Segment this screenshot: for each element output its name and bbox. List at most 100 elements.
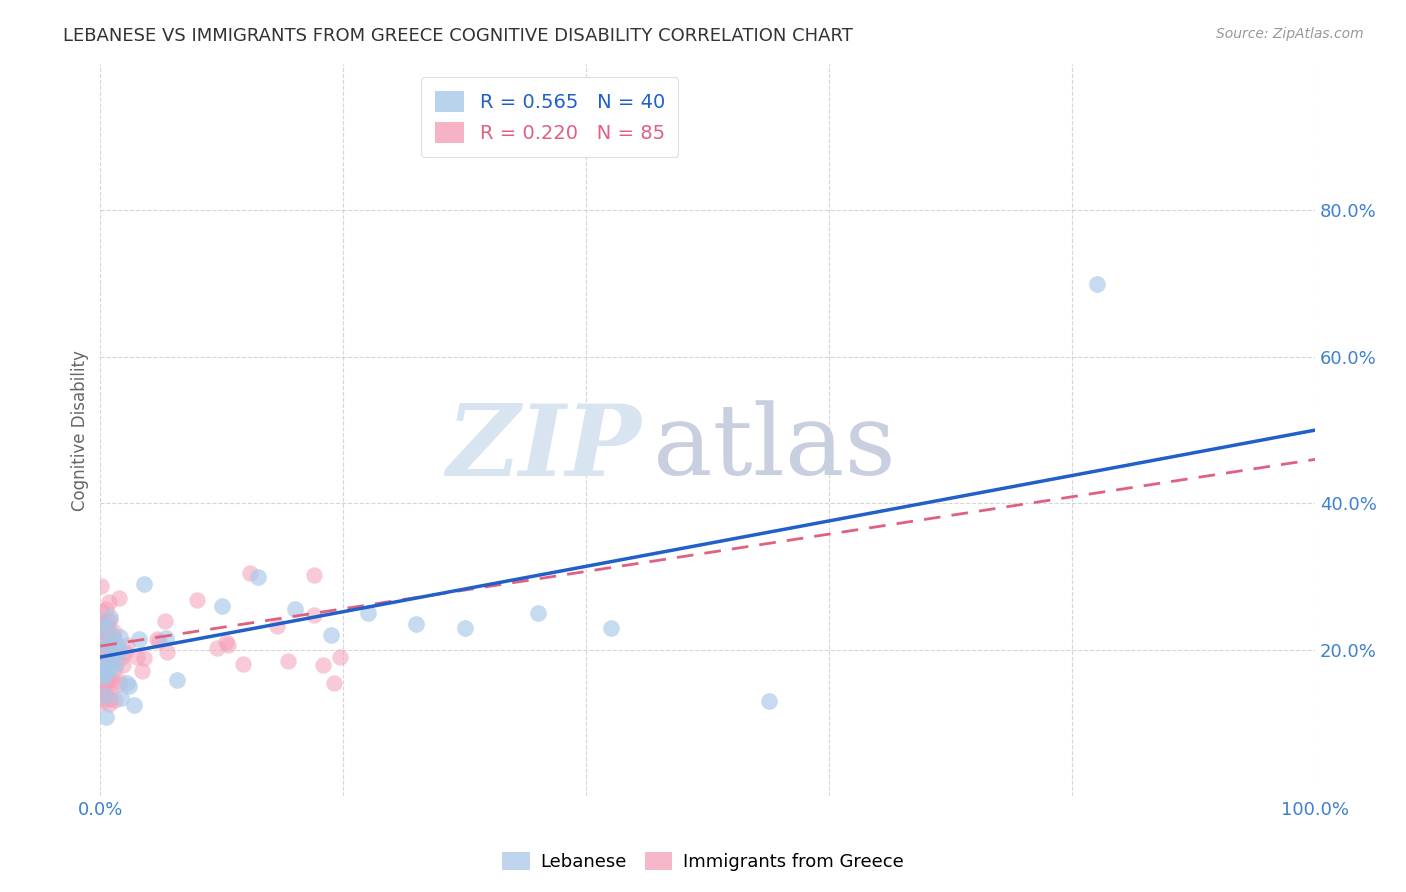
Point xyxy=(186,593,208,607)
Point xyxy=(128,632,150,647)
Point xyxy=(97,615,120,629)
Point xyxy=(166,673,188,687)
Point xyxy=(356,606,378,620)
Point xyxy=(405,617,427,632)
Point xyxy=(114,645,136,659)
Point xyxy=(148,634,170,648)
Point xyxy=(90,642,112,657)
Point xyxy=(134,577,156,591)
Text: atlas: atlas xyxy=(654,401,896,496)
Point xyxy=(329,649,352,664)
Point xyxy=(266,619,288,633)
Point xyxy=(93,665,115,679)
Point xyxy=(107,591,129,605)
Point xyxy=(239,566,262,581)
Point xyxy=(302,608,325,623)
Point xyxy=(97,697,120,711)
Point xyxy=(90,645,112,659)
Point xyxy=(247,569,270,583)
Point xyxy=(105,657,128,671)
Point xyxy=(90,604,112,618)
Point xyxy=(1085,277,1108,291)
Point xyxy=(104,693,127,707)
Point xyxy=(100,672,122,686)
Point xyxy=(91,664,114,678)
Point xyxy=(110,643,132,657)
Legend: R = 0.565   N = 40, R = 0.220   N = 85: R = 0.565 N = 40, R = 0.220 N = 85 xyxy=(422,78,679,157)
Point xyxy=(322,675,344,690)
Point xyxy=(94,680,117,694)
Point xyxy=(90,631,112,645)
Point xyxy=(97,637,120,651)
Point xyxy=(117,676,139,690)
Point xyxy=(312,657,335,672)
Point xyxy=(100,633,122,648)
Point xyxy=(90,643,112,657)
Point xyxy=(97,621,120,635)
Text: ZIP: ZIP xyxy=(446,401,641,497)
Point xyxy=(93,620,115,634)
Point xyxy=(97,630,120,644)
Point xyxy=(110,631,132,645)
Point xyxy=(131,664,153,678)
Point xyxy=(90,684,112,698)
Point xyxy=(132,650,155,665)
Point xyxy=(103,661,125,675)
Point xyxy=(115,638,138,652)
Point xyxy=(90,641,112,656)
Point xyxy=(599,621,621,635)
Point xyxy=(304,568,326,582)
Point xyxy=(526,606,548,620)
Point xyxy=(91,645,114,659)
Point xyxy=(153,614,176,628)
Point xyxy=(112,657,135,672)
Point xyxy=(91,644,114,658)
Point xyxy=(105,638,128,652)
Point xyxy=(91,660,114,674)
Point xyxy=(284,602,307,616)
Point xyxy=(100,663,122,677)
Point xyxy=(91,679,114,693)
Point xyxy=(108,674,131,689)
Point xyxy=(145,632,167,646)
Point xyxy=(232,657,254,671)
Legend: Lebanese, Immigrants from Greece: Lebanese, Immigrants from Greece xyxy=(495,845,911,879)
Point xyxy=(90,578,112,592)
Point xyxy=(90,618,112,632)
Point xyxy=(91,630,114,644)
Point xyxy=(93,665,115,680)
Point xyxy=(97,683,120,698)
Point xyxy=(97,625,120,640)
Point xyxy=(94,649,117,664)
Point xyxy=(100,654,122,668)
Point xyxy=(98,692,121,706)
Point xyxy=(97,655,120,669)
Point xyxy=(91,651,114,665)
Point xyxy=(101,648,124,662)
Point xyxy=(98,595,121,609)
Point xyxy=(93,648,115,663)
Point xyxy=(94,673,117,688)
Point xyxy=(98,609,121,624)
Point xyxy=(94,635,117,649)
Point xyxy=(107,677,129,691)
Point xyxy=(277,655,299,669)
Point xyxy=(93,663,115,677)
Point xyxy=(103,632,125,647)
Point xyxy=(90,619,112,633)
Point xyxy=(91,685,114,699)
Point xyxy=(96,673,118,688)
Point xyxy=(90,614,112,628)
Point xyxy=(94,639,117,653)
Point xyxy=(94,650,117,665)
Text: LEBANESE VS IMMIGRANTS FROM GREECE COGNITIVE DISABILITY CORRELATION CHART: LEBANESE VS IMMIGRANTS FROM GREECE COGNI… xyxy=(63,27,853,45)
Point xyxy=(90,668,112,682)
Point xyxy=(101,629,124,643)
Point xyxy=(454,621,477,635)
Point xyxy=(118,679,141,693)
Point xyxy=(90,665,112,680)
Point xyxy=(94,710,117,724)
Point xyxy=(90,695,112,709)
Text: Source: ZipAtlas.com: Source: ZipAtlas.com xyxy=(1216,27,1364,41)
Point xyxy=(111,649,134,664)
